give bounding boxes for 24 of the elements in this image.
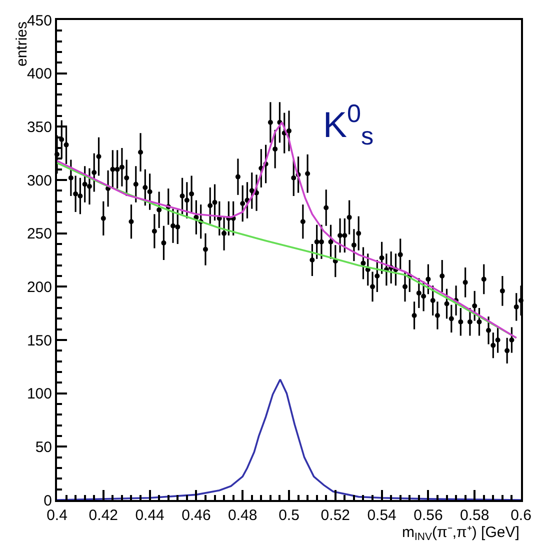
x-tick-label: 0.4 [46,507,68,524]
x-tick-label: 0.58 [460,507,490,524]
x-tick-label: 0.56 [414,507,443,524]
x-tick-label: 0.44 [135,507,164,524]
line-series [57,162,518,339]
x-tick-label: 0.5 [278,507,300,524]
x-tick-label: 0.54 [367,507,396,524]
y-tick-label: 300 [26,172,52,190]
y-tick-label: 150 [26,332,52,350]
y-tick-label: 0 [44,492,52,510]
y-tick-label: 450 [26,12,52,30]
x-axis-title: m$_{INV}$(π⁻,π⁺) [GeV] [402,524,520,544]
y-tick-label: 350 [26,118,52,136]
y-tick-label: 200 [26,278,52,296]
y-tick-label: 250 [26,226,52,243]
x-tick-label: 0.6 [510,507,532,524]
x-tick-label: 0.46 [182,507,211,524]
y-tick-label: 400 [26,66,52,83]
y-tick-label: 50 [35,438,52,456]
x-tick-label: 0.42 [88,507,118,524]
x-tick-label: 0.52 [320,507,350,524]
x-tick-label: 0.48 [228,507,258,524]
line-series [57,378,521,500]
y-tick-label: 100 [26,386,52,403]
